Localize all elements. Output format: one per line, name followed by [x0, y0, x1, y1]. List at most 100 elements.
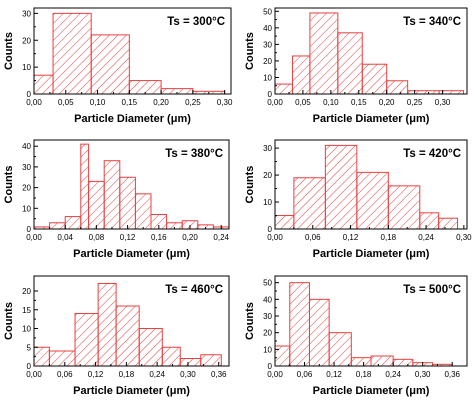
y-tick-label: 30 [22, 163, 31, 172]
x-tick-label: 0,36 [444, 370, 460, 379]
temperature-label: Ts = 500°C [403, 284, 461, 296]
histogram-panel-3: 0,00 0,04 0,08 0,12 0,16 0,20 0,24 0 10 20 30 40 Ts … [3, 139, 230, 260]
x-tick-label: 0,12 [120, 233, 136, 242]
histogram-panel-1: 0,00 0,05 0,10 0,15 0,20 0,25 0,30 0 10 20 30 Ts = … [3, 7, 233, 125]
histogram-bar [291, 55, 311, 95]
plot-frame [274, 275, 468, 367]
temperature-label: Ts = 300°C [167, 16, 225, 28]
x-tick-label: 0,20 [379, 98, 395, 107]
y-tick-label: 30 [22, 9, 31, 18]
histogram-bar [48, 350, 76, 367]
y-axis-title: Counts [244, 302, 256, 340]
x-tick-label: 0,30 [456, 233, 472, 242]
x-tick-label: 0,05 [58, 98, 74, 107]
x-tick-label: 0,30 [180, 370, 196, 379]
x-tick-label: 0,08 [89, 233, 105, 242]
x-tick-label: 0,16 [151, 233, 167, 242]
x-tick-label: 0,15 [351, 98, 367, 107]
x-tick-label: 0,25 [185, 98, 201, 107]
x-tick-label: 0,20 [153, 98, 169, 107]
histogram-bar [308, 298, 330, 367]
y-tick-label: 40 [263, 295, 272, 304]
y-tick-label: 10 [263, 198, 272, 207]
x-tick-label: 0,24 [385, 370, 401, 379]
x-tick-label: 0,18 [381, 233, 397, 242]
y-tick-label: 30 [263, 40, 272, 49]
y-tick-label: 20 [263, 329, 272, 338]
x-axis-title: Particle Diameter (μm) [73, 248, 190, 260]
histogram-bar [33, 346, 50, 367]
x-axis-title: Particle Diameter (μm) [73, 385, 190, 397]
y-axis-title: Counts [244, 166, 256, 204]
x-tick-label: 0,05 [295, 98, 311, 107]
histogram-bar [128, 80, 162, 95]
y-tick-label: 10 [22, 63, 31, 72]
x-tick-label: 0,10 [323, 98, 339, 107]
x-tick-label: 0,10 [90, 98, 106, 107]
x-tick-label: 0,30 [415, 370, 431, 379]
histogram-bar [419, 212, 440, 230]
histogram-bar [88, 180, 105, 230]
histogram-bar [289, 282, 310, 367]
y-tick-label: 0 [268, 225, 273, 234]
histogram-bar [64, 216, 82, 230]
x-tick-label: 0,06 [305, 233, 321, 242]
y-tick-label: 10 [22, 325, 31, 334]
y-tick-label: 50 [263, 279, 272, 288]
histogram-bar [161, 346, 181, 367]
histogram-panel-2: 0,00 0,05 0,10 0,15 0,20 0,25 0,30 0 10 20 30 40 50 T… [244, 7, 468, 125]
y-axis-title: Counts [244, 32, 256, 70]
y-tick-label: 10 [263, 345, 272, 354]
x-tick-label: 0,24 [213, 233, 229, 242]
histogram-bar [115, 305, 140, 367]
x-tick-label: 0,36 [211, 370, 227, 379]
x-tick-label: 0,06 [297, 370, 313, 379]
histogram-bar [49, 222, 66, 230]
y-tick-label: 20 [22, 36, 31, 45]
plot-frame [33, 7, 232, 95]
histogram-bar [350, 357, 372, 367]
x-tick-label: 0,06 [57, 370, 73, 379]
x-tick-label: 0,24 [418, 233, 434, 242]
y-tick-label: 40 [263, 24, 272, 33]
histogram-bar [274, 83, 293, 95]
x-tick-label: 0,30 [217, 98, 233, 107]
x-tick-label: 0,15 [122, 98, 138, 107]
histogram-panel-4: 0,00 0,06 0,12 0,18 0,24 0,30 0 10 20 30 Ts = 420°… [244, 139, 472, 260]
x-tick-label: 0,18 [119, 370, 135, 379]
temperature-label: Ts = 460°C [165, 284, 223, 296]
x-tick-label: 0,00 [26, 370, 42, 379]
x-axis-title: Particle Diameter (μm) [74, 113, 191, 125]
x-tick-label: 0,00 [267, 98, 283, 107]
y-tick-label: 30 [263, 144, 272, 153]
histogram-bar [134, 193, 152, 230]
histogram-bar [97, 283, 117, 367]
histogram-bar [74, 313, 99, 367]
y-tick-label: 0 [268, 90, 273, 99]
y-tick-label: 20 [22, 287, 31, 296]
x-tick-label: 0,30 [435, 98, 451, 107]
y-axis-title: Counts [3, 32, 15, 70]
y-tick-label: 30 [263, 312, 272, 321]
x-axis-title: Particle Diameter (μm) [313, 113, 430, 125]
histogram-panel-6: 0,00 0,06 0,12 0,18 0,24 0,30 0,36 0 10 20 30 40 50 T… [244, 275, 468, 397]
x-tick-label: 0,24 [149, 370, 165, 379]
histogram-bar [103, 160, 121, 230]
histogram-bar [337, 32, 363, 95]
temperature-label: Ts = 380°C [165, 148, 223, 160]
histogram-bar [387, 185, 421, 230]
y-tick-label: 15 [22, 306, 31, 315]
histogram-bar [200, 354, 222, 367]
histogram-bar [80, 143, 90, 230]
y-axis-title: Counts [3, 302, 15, 340]
temperature-label: Ts = 420°C [403, 148, 461, 160]
histogram-bar [438, 217, 459, 230]
x-tick-label: 0,12 [343, 233, 359, 242]
x-tick-label: 0,00 [267, 233, 283, 242]
y-tick-label: 20 [22, 184, 31, 193]
y-axis-title: Counts [3, 166, 15, 204]
y-tick-label: 0 [27, 90, 32, 99]
y-tick-label: 20 [263, 57, 272, 66]
x-tick-label: 0,18 [356, 370, 372, 379]
